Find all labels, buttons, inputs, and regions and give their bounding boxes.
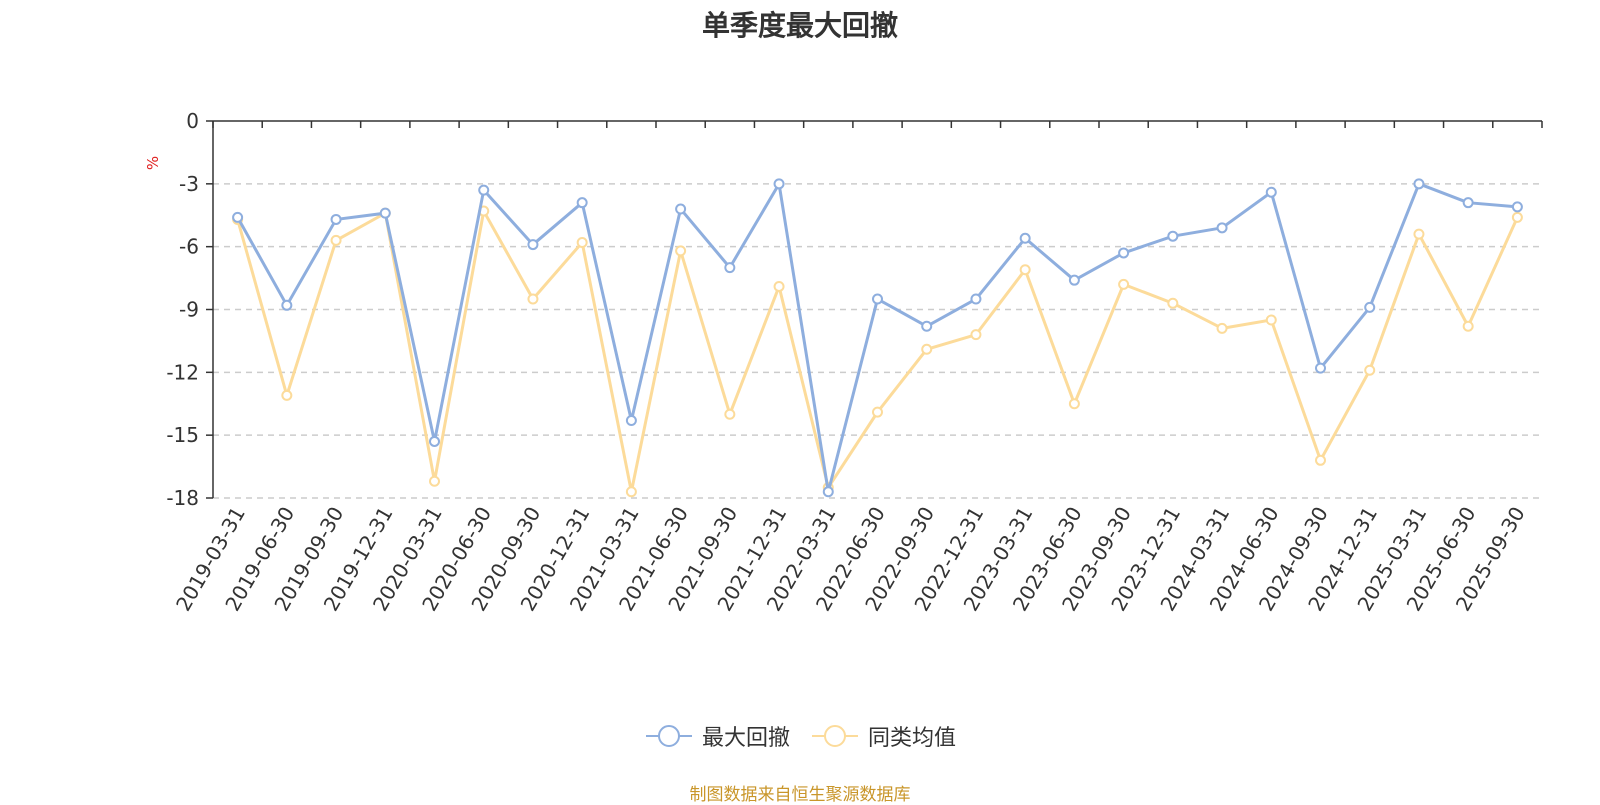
data-point-series-0 [478, 184, 490, 196]
data-point-series-0 [330, 213, 342, 225]
y-tick-label: -15 [166, 423, 199, 447]
legend-label-series-0: 最大回撤 [701, 726, 790, 751]
data-point-series-1 [773, 280, 785, 292]
y-tick-label: -9 [179, 298, 199, 322]
data-point-series-0 [675, 203, 687, 215]
y-tick-label: -3 [179, 172, 199, 196]
data-point-series-0 [429, 435, 440, 447]
legend-marker-series-1 [812, 725, 858, 747]
data-point-series-1 [872, 406, 883, 418]
chart-title: 单季度最大回撤 [701, 9, 898, 42]
data-point-series-0 [1118, 247, 1130, 259]
legend-label-series-1: 同类均值 [868, 726, 957, 751]
data-point-series-1 [1462, 320, 1474, 332]
series-line-1 [236, 209, 1519, 494]
data-point-series-0 [822, 486, 834, 498]
data-point-series-0 [1068, 274, 1080, 286]
legend-marker-series-0 [645, 725, 692, 747]
data-point-series-0 [281, 299, 293, 311]
data-point-series-1 [1413, 228, 1425, 240]
data-point-series-1 [625, 486, 637, 498]
data-point-series-1 [970, 329, 982, 341]
data-point-series-0 [1265, 186, 1277, 198]
data-point-series-1 [1167, 297, 1179, 309]
data-point-series-1 [1364, 364, 1376, 376]
data-point-series-0 [232, 211, 244, 223]
data-point-series-1 [330, 234, 342, 246]
data-point-series-0 [921, 320, 933, 332]
data-point-series-0 [1167, 230, 1179, 242]
data-point-series-1 [675, 245, 687, 257]
data-point-series-1 [1265, 314, 1277, 326]
legend-item-series-0[interactable]: 最大回撤 [644, 720, 790, 752]
data-point-series-0 [1019, 232, 1031, 244]
data-point-series-1 [527, 293, 539, 305]
data-point-series-1 [724, 408, 736, 420]
data-point-series-0 [625, 415, 637, 427]
data-point-series-1 [576, 236, 588, 248]
data-point-series-0 [1315, 362, 1326, 374]
data-point-series-1 [281, 389, 293, 401]
data-point-series-0 [970, 293, 982, 305]
data-point-series-0 [1462, 197, 1474, 209]
y-tick-label: 0 [186, 109, 199, 133]
data-point-series-0 [773, 178, 785, 190]
data-point-series-1 [921, 343, 933, 355]
data-point-series-1 [1068, 398, 1080, 410]
legend: 最大回撤 同类均值 [0, 720, 1600, 752]
data-point-series-1 [1216, 322, 1228, 334]
series-line-0 [236, 182, 1518, 494]
y-tick-label: -6 [179, 235, 199, 259]
data-point-series-0 [1511, 201, 1523, 213]
data-point-series-0 [724, 262, 736, 274]
data-point-series-1 [1315, 454, 1326, 466]
data-point-series-0 [1413, 178, 1425, 190]
data-point-series-0 [872, 293, 883, 305]
data-point-series-0 [379, 207, 391, 219]
data-point-series-1 [1019, 264, 1031, 276]
y-tick-label: -18 [166, 486, 199, 510]
data-point-series-1 [1118, 278, 1130, 290]
data-point-series-0 [576, 197, 588, 209]
data-point-series-0 [527, 239, 539, 251]
y-tick-label: -12 [166, 360, 199, 384]
data-point-series-0 [1364, 301, 1376, 313]
data-point-series-1 [1511, 211, 1523, 223]
data-point-series-0 [1216, 222, 1228, 234]
legend-item-series-1[interactable]: 同类均值 [810, 720, 956, 752]
data-point-series-1 [429, 475, 440, 487]
y-axis-unit: % [144, 156, 162, 170]
source-note: 制图数据来自恒生聚源数据库 [689, 785, 911, 805]
